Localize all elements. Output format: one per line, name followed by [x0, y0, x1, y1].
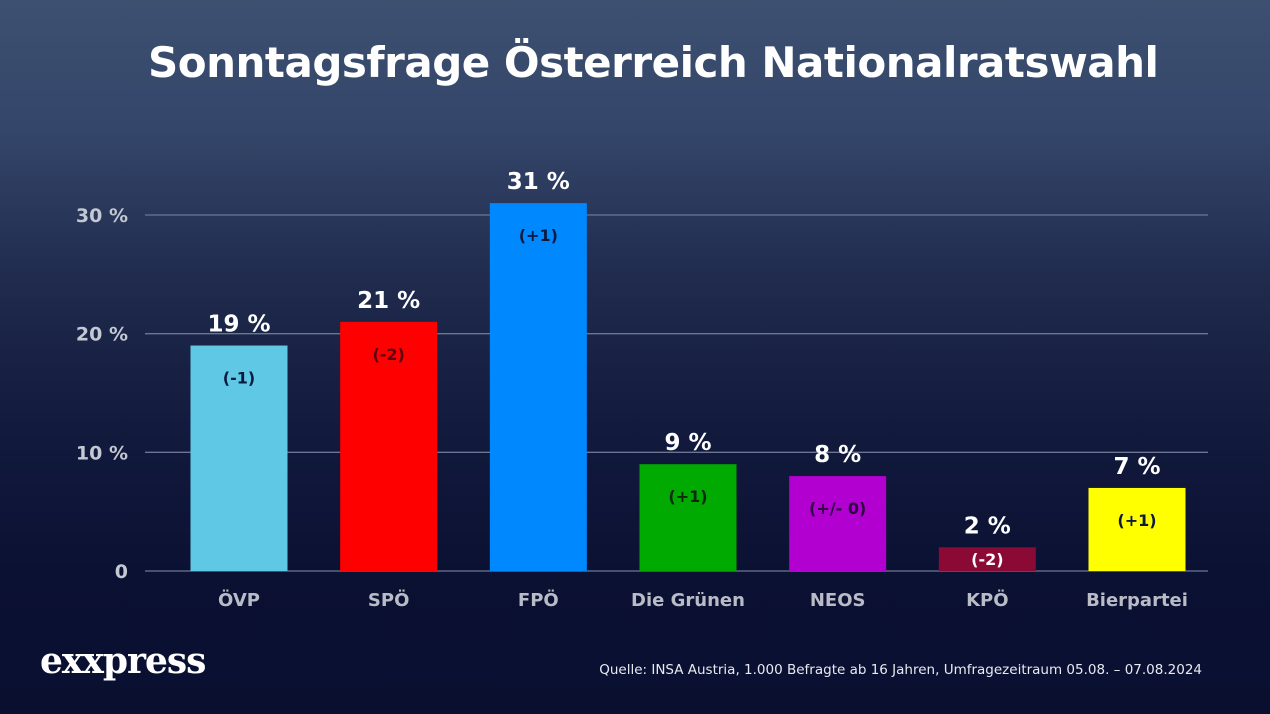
- bar-bierpartei: [1088, 487, 1186, 571]
- change-label: (-2): [372, 345, 404, 364]
- y-axis-ticks: 0 10 % 20 % 30 %: [76, 205, 128, 583]
- value-label: 7 %: [1113, 454, 1160, 480]
- bar-die-grünen: [639, 464, 737, 571]
- source-note: Quelle: INSA Austria, 1.000 Befragte ab …: [599, 662, 1202, 678]
- y-tick-label: 20 %: [76, 324, 128, 346]
- bar-spö: [340, 321, 438, 571]
- change-label: (+1): [1117, 511, 1156, 530]
- x-tick-label: ÖVP: [218, 589, 260, 611]
- value-label: 8 %: [814, 442, 861, 468]
- value-label: 31 %: [507, 169, 570, 195]
- exxpress-logo: exxpress: [40, 640, 206, 682]
- y-tick-label: 10 %: [76, 442, 128, 464]
- bar-fpö: [489, 203, 587, 571]
- x-tick-label: Bierpartei: [1086, 590, 1188, 611]
- change-label: (+1): [668, 487, 707, 506]
- y-tick-label: 0: [115, 561, 128, 583]
- change-label: (+/- 0): [809, 499, 866, 518]
- y-tick-label: 30 %: [76, 205, 128, 227]
- change-label: (-1): [223, 369, 255, 388]
- bar-neos: [789, 476, 887, 571]
- bar-övp: [190, 345, 288, 571]
- x-tick-label: NEOS: [810, 590, 866, 611]
- change-label: (+1): [519, 226, 558, 245]
- bars: 19 % (-1) 21 % (-2) 31 % (+1) 9 % (+1) 8 % (+/- 0…: [190, 169, 1186, 571]
- chart-title: Sonntagsfrage Österreich Nationalratswah…: [148, 38, 1159, 87]
- x-tick-label: KPÖ: [966, 589, 1008, 611]
- x-tick-label: FPÖ: [518, 589, 559, 611]
- x-axis-ticks: ÖVP SPÖ FPÖ Die Grünen NEOS KPÖ Bierpartei: [218, 589, 1188, 611]
- bar-kpö: [938, 547, 1036, 571]
- value-label: 9 %: [664, 430, 711, 456]
- change-label: (-2): [971, 550, 1003, 569]
- x-tick-label: SPÖ: [368, 589, 409, 611]
- x-tick-label: Die Grünen: [631, 590, 745, 611]
- value-label: 21 %: [357, 288, 420, 314]
- value-label: 2 %: [964, 513, 1011, 539]
- value-label: 19 %: [207, 312, 270, 338]
